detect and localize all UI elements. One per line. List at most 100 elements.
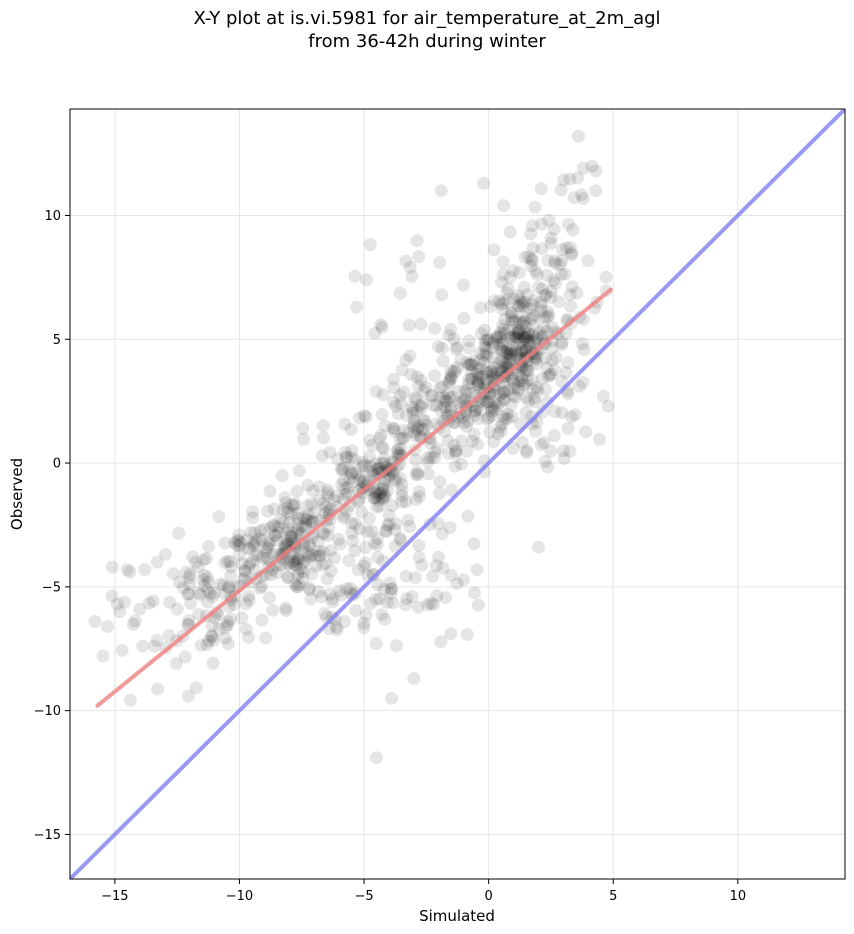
data-point (242, 589, 256, 603)
data-point (228, 536, 242, 550)
data-point (128, 614, 142, 628)
data-point (337, 474, 351, 488)
data-point (498, 412, 512, 426)
data-point (246, 511, 260, 525)
data-point (496, 255, 510, 269)
data-point (579, 425, 593, 439)
data-point (295, 519, 309, 533)
data-point (373, 592, 387, 606)
data-point (411, 420, 425, 433)
data-point (424, 596, 438, 610)
data-point (599, 270, 613, 284)
data-point (262, 537, 276, 551)
data-point (196, 573, 210, 587)
data-point (387, 372, 400, 386)
data-point (462, 334, 476, 348)
data-point (412, 490, 426, 504)
data-point (504, 344, 517, 358)
data-point (297, 432, 310, 446)
data-point (243, 541, 257, 555)
data-point (349, 466, 363, 480)
data-point (370, 538, 384, 552)
data-point (444, 400, 458, 414)
data-point (194, 638, 208, 652)
data-point (375, 407, 389, 421)
data-point (329, 620, 343, 634)
data-point (385, 691, 398, 705)
grid (70, 109, 845, 879)
data-point (509, 327, 523, 341)
data-point (393, 471, 407, 485)
data-point (529, 332, 543, 346)
data-point (387, 381, 401, 394)
data-point (412, 485, 426, 499)
data-point (517, 378, 531, 392)
data-point (444, 364, 458, 377)
data-point (530, 381, 544, 394)
data-point (431, 340, 445, 353)
data-point (232, 534, 246, 548)
data-point (506, 373, 520, 387)
data-point (244, 526, 258, 539)
data-point (425, 388, 439, 402)
data-point (296, 556, 310, 570)
data-point (504, 331, 518, 345)
data-point (506, 264, 520, 278)
data-point (465, 372, 479, 386)
data-point (344, 423, 358, 436)
data-point (482, 395, 496, 409)
data-point (377, 582, 391, 596)
data-point (259, 631, 273, 645)
data-point (280, 501, 294, 515)
data-point (496, 296, 510, 310)
data-point (418, 414, 432, 428)
data-point (323, 544, 337, 558)
data-point (315, 590, 329, 604)
data-point (518, 363, 532, 377)
data-point (555, 406, 569, 420)
data-point (319, 557, 333, 570)
data-point (467, 537, 481, 551)
data-point (449, 444, 463, 458)
data-point (371, 550, 385, 564)
data-point (520, 288, 534, 302)
data-point (222, 580, 236, 594)
data-point (471, 437, 484, 451)
data-point (488, 403, 502, 417)
data-point (519, 390, 533, 404)
data-point (482, 411, 496, 424)
data-point (441, 434, 455, 448)
data-point (117, 595, 131, 609)
data-point (576, 192, 590, 206)
data-point (375, 491, 389, 505)
data-point (142, 596, 156, 610)
data-point (338, 481, 351, 495)
data-point (292, 578, 306, 592)
data-point (369, 490, 383, 504)
data-point (386, 596, 400, 610)
data-point (266, 603, 280, 617)
data-point (419, 381, 433, 394)
data-point (515, 336, 529, 350)
data-point (501, 342, 515, 356)
data-point (369, 485, 382, 499)
data-point (503, 346, 517, 360)
data-point (492, 337, 506, 351)
data-point (526, 319, 540, 333)
data-point (470, 563, 484, 577)
data-point (432, 517, 445, 531)
data-point (601, 399, 615, 413)
data-point (522, 327, 536, 341)
data-point (406, 406, 420, 420)
data-point (497, 392, 511, 406)
data-point (435, 341, 449, 355)
data-point (457, 416, 471, 430)
data-point (304, 592, 318, 606)
data-point (547, 222, 561, 236)
data-point (383, 576, 397, 590)
data-point (538, 455, 552, 468)
data-point (412, 250, 426, 264)
data-point (316, 545, 330, 559)
data-point (410, 370, 424, 384)
data-point (513, 338, 526, 351)
